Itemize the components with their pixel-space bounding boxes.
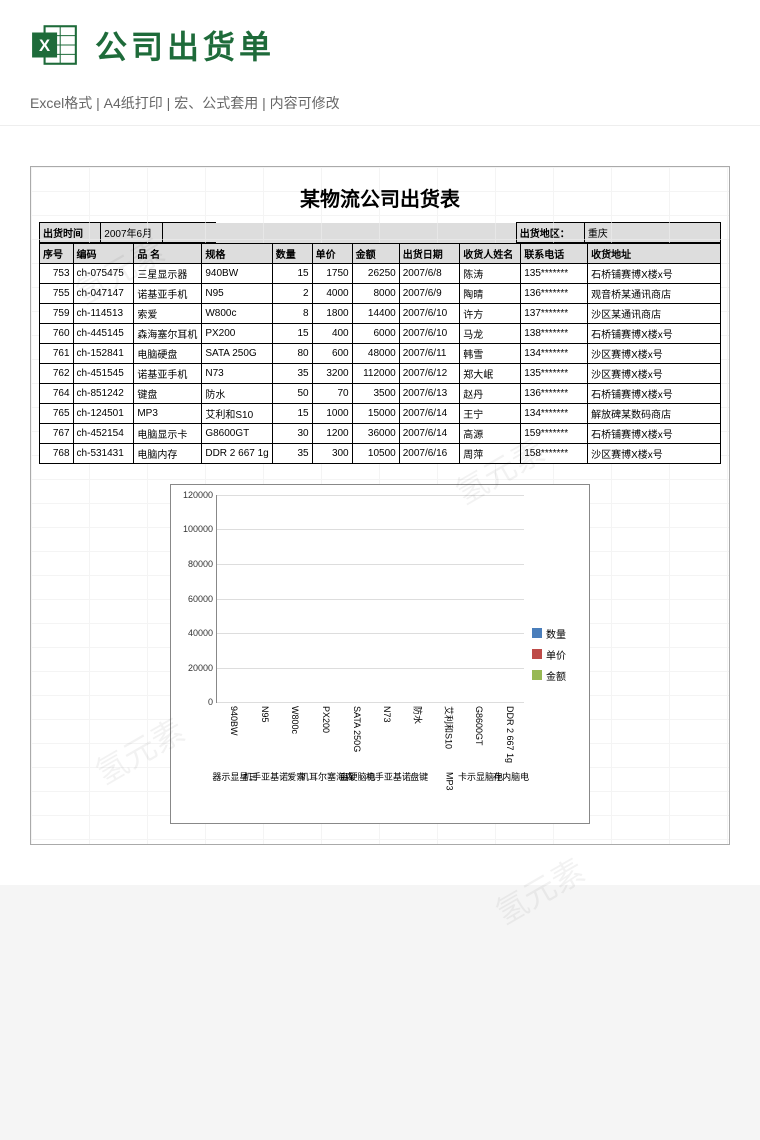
col-header: 金额 xyxy=(352,244,399,264)
table-row: 760ch-445145森海塞尔耳机PX2001540060002007/6/1… xyxy=(40,324,721,344)
watermark: 氢元素 xyxy=(486,846,592,934)
meta-time-label: 出货时间 xyxy=(40,223,101,243)
meta-time-value: 2007年6月 xyxy=(101,223,162,243)
col-header: 规格 xyxy=(202,244,272,264)
table-row: 759ch-114513索爱W800c81800144002007/6/10许方… xyxy=(40,304,721,324)
table-row: 768ch-531431电脑内存DDR 2 667 1g353001050020… xyxy=(40,444,721,464)
table-row: 753ch-075475三星显示器940BW151750262502007/6/… xyxy=(40,264,721,284)
table-row: 764ch-851242键盘防水507035002007/6/13赵丹136**… xyxy=(40,384,721,404)
meta-region-label: 出货地区： xyxy=(516,223,584,243)
col-header: 单价 xyxy=(312,244,352,264)
table-row: 755ch-047147诺基亚手机N952400080002007/6/9陶晴1… xyxy=(40,284,721,304)
table-row: 765ch-124501MP3艾利和S10151000150002007/6/1… xyxy=(40,404,721,424)
data-table: 序号编码品 名规格数量单价金额出货日期收货人姓名联系电话收货地址 753ch-0… xyxy=(39,243,721,464)
sheet-title: 某物流公司出货表 xyxy=(39,177,721,222)
spreadsheet: 某物流公司出货表 出货时间 2007年6月 出货地区： 重庆 序号编码品 名规格… xyxy=(30,166,730,845)
excel-icon: X xyxy=(30,20,80,70)
col-header: 序号 xyxy=(40,244,74,264)
page-header: X 公司出货单 xyxy=(0,0,760,85)
document-preview: 某物流公司出货表 出货时间 2007年6月 出货地区： 重庆 序号编码品 名规格… xyxy=(0,126,760,885)
col-header: 编码 xyxy=(73,244,134,264)
col-header: 品 名 xyxy=(134,244,202,264)
bar-chart: 020000400006000080000100000120000940BW三星… xyxy=(170,484,590,824)
legend-item: 数量 xyxy=(532,626,579,641)
page-subtitle: Excel格式 | A4纸打印 | 宏、公式套用 | 内容可修改 xyxy=(0,85,760,126)
col-header: 收货人姓名 xyxy=(460,244,521,264)
legend-item: 单价 xyxy=(532,647,579,662)
table-row: 767ch-452154电脑显示卡G8600GT301200360002007/… xyxy=(40,424,721,444)
table-row: 762ch-451545诺基亚手机N733532001120002007/6/1… xyxy=(40,364,721,384)
page-title: 公司出货单 xyxy=(95,22,275,68)
legend-item: 金额 xyxy=(532,668,579,683)
table-row: 761ch-152841电脑硬盘SATA 250G80600480002007/… xyxy=(40,344,721,364)
svg-text:X: X xyxy=(39,36,50,55)
col-header: 联系电话 xyxy=(521,244,588,264)
col-header: 数量 xyxy=(272,244,312,264)
col-header: 出货日期 xyxy=(399,244,460,264)
col-header: 收货地址 xyxy=(588,244,721,264)
meta-region-value: 重庆 xyxy=(584,223,720,243)
meta-row: 出货时间 2007年6月 出货地区： 重庆 xyxy=(39,222,721,243)
chart-legend: 数量单价金额 xyxy=(524,495,579,813)
